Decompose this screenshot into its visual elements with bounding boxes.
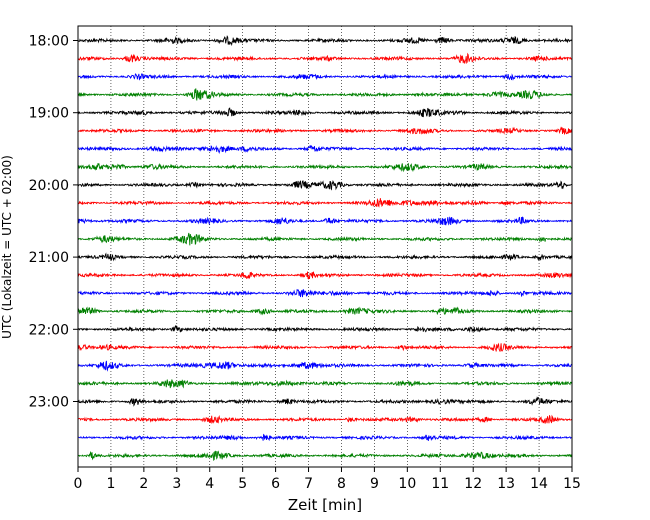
trace-line: [77, 73, 573, 81]
trace-line: [77, 232, 573, 246]
x-axis-label: Zeit [min]: [288, 496, 362, 514]
x-tick-label: 9: [370, 476, 379, 492]
x-tick-label: 2: [139, 476, 148, 492]
x-tick-label: 10: [398, 476, 416, 492]
trace-line: [77, 126, 573, 135]
trace-line: [77, 162, 573, 173]
y-tick-label: 23:00: [29, 395, 69, 411]
x-tick-label: 3: [172, 476, 181, 492]
trace-line: [77, 342, 573, 352]
trace-line: [77, 35, 573, 47]
y-tick-label: 19:00: [29, 106, 69, 122]
trace-line: [77, 271, 573, 280]
trace-line: [77, 450, 573, 461]
x-tick-label: 12: [464, 476, 482, 492]
x-tick-label: 14: [530, 476, 548, 492]
trace-line: [77, 88, 573, 101]
trace-line: [77, 197, 573, 208]
trace-line: [77, 396, 573, 407]
x-axis-ticks: 0 1 2 3 4 5 6 7 8 9 10 11 12 13 14 15: [74, 467, 581, 492]
x-tick-label: 4: [205, 476, 214, 492]
x-tick-label: 8: [337, 476, 346, 492]
y-axis-label: UTC (Lokalzeit = UTC + 02:00): [0, 155, 14, 339]
x-tick-label: 0: [74, 476, 83, 492]
trace-line: [77, 288, 573, 298]
x-tick-label: 15: [563, 476, 581, 492]
trace-line: [77, 379, 573, 389]
x-tick-label: 5: [238, 476, 247, 492]
trace-line: [77, 414, 573, 424]
trace-line: [77, 306, 573, 316]
trace-line: [77, 324, 573, 333]
trace-line: [77, 52, 573, 64]
y-tick-label: 21:00: [29, 250, 69, 266]
y-axis-ticks: 18:00 19:00 20:00 21:00 22:00 23:00: [29, 34, 78, 411]
x-tick-label: 7: [304, 476, 313, 492]
x-tick-label: 1: [106, 476, 115, 492]
x-tick-label: 13: [497, 476, 515, 492]
trace-line: [77, 216, 573, 226]
y-tick-label: 18:00: [29, 34, 69, 50]
trace-line: [77, 433, 573, 442]
trace-line: [77, 252, 573, 262]
seismic-traces: [77, 35, 573, 461]
x-tick-label: 6: [271, 476, 280, 492]
x-tick-label: 11: [431, 476, 449, 492]
trace-line: [77, 107, 573, 118]
y-tick-label: 22:00: [29, 322, 69, 338]
y-tick-label: 20:00: [29, 178, 69, 194]
plot-frame: [77, 25, 573, 468]
trace-line: [77, 179, 573, 191]
trace-line: [77, 144, 573, 154]
trace-line: [77, 360, 573, 372]
